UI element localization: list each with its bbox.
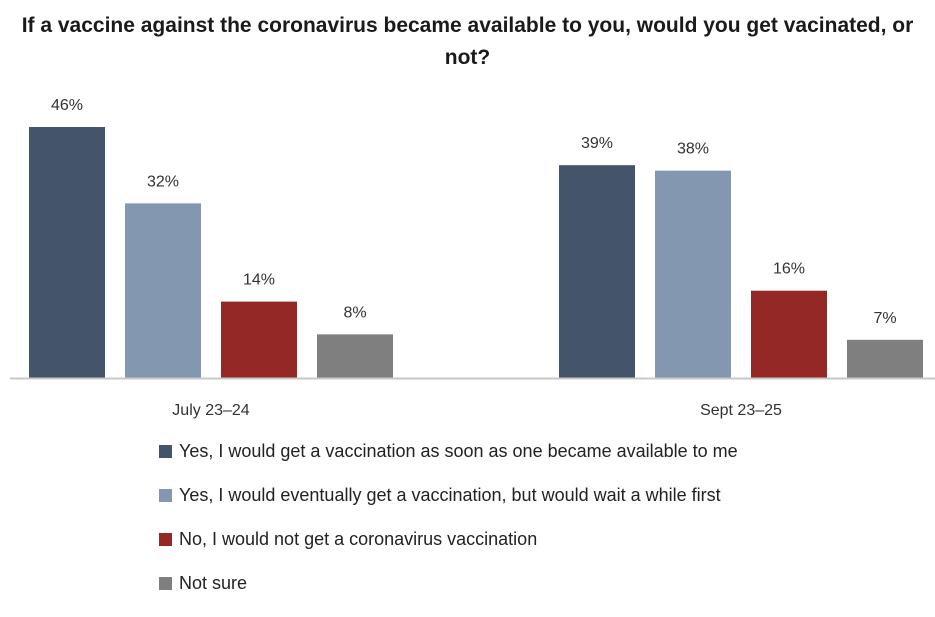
data-label-1-july: 46% (51, 97, 83, 114)
legend-label-4: Not sure (179, 572, 248, 593)
legend-label-1: Yes, I would get a vaccination as soon a… (179, 440, 738, 461)
bar-2-sept (655, 170, 731, 378)
legend-item-4: Not sure (159, 572, 738, 594)
data-label-4-sept: 7% (873, 310, 896, 327)
data-label-4-july: 8% (343, 304, 366, 321)
legend-item-3: No, I would not get a coronavirus vaccin… (159, 528, 738, 550)
category-label-july: July 23–24 (172, 402, 249, 419)
legend-swatch-2 (159, 488, 172, 502)
legend-swatch-4 (159, 576, 172, 590)
bar-1-july (29, 127, 105, 378)
legend: Yes, I would get a vaccination as soon a… (159, 440, 738, 616)
bar-3-sept (751, 290, 827, 378)
bar-chart: 46% 32% 14% 8% 39% 38% 16% 7% July 23–24 Sept 23… (10, 97, 935, 419)
legend-item-2: Yes, I would eventually get a vaccinatio… (159, 484, 738, 506)
data-label-2-july: 32% (147, 173, 179, 190)
bar-1-sept (559, 165, 635, 378)
legend-swatch-1 (159, 444, 172, 458)
category-label-sept: Sept 23–25 (700, 402, 782, 419)
data-label-3-sept: 16% (773, 261, 805, 278)
category-labels: July 23–24 Sept 23–25 (172, 402, 782, 419)
legend-item-1: Yes, I would get a vaccination as soon a… (159, 440, 738, 462)
legend-label-3: No, I would not get a coronavirus vaccin… (179, 528, 538, 549)
data-label-3-july: 14% (243, 272, 275, 289)
bar-4-sept (847, 339, 923, 378)
data-label-1-sept: 39% (581, 135, 613, 152)
bar-3-july (221, 301, 297, 378)
bars-layer: 46% 32% 14% 8% 39% 38% 16% 7% (29, 97, 923, 378)
bar-2-july (125, 203, 201, 378)
legend-swatch-3 (159, 532, 172, 546)
chart-title: If a vaccine against the coronavirus bec… (21, 14, 914, 69)
data-label-2-sept: 38% (677, 141, 709, 158)
bar-4-july (317, 334, 393, 378)
legend-label-2: Yes, I would eventually get a vaccinatio… (179, 484, 721, 505)
